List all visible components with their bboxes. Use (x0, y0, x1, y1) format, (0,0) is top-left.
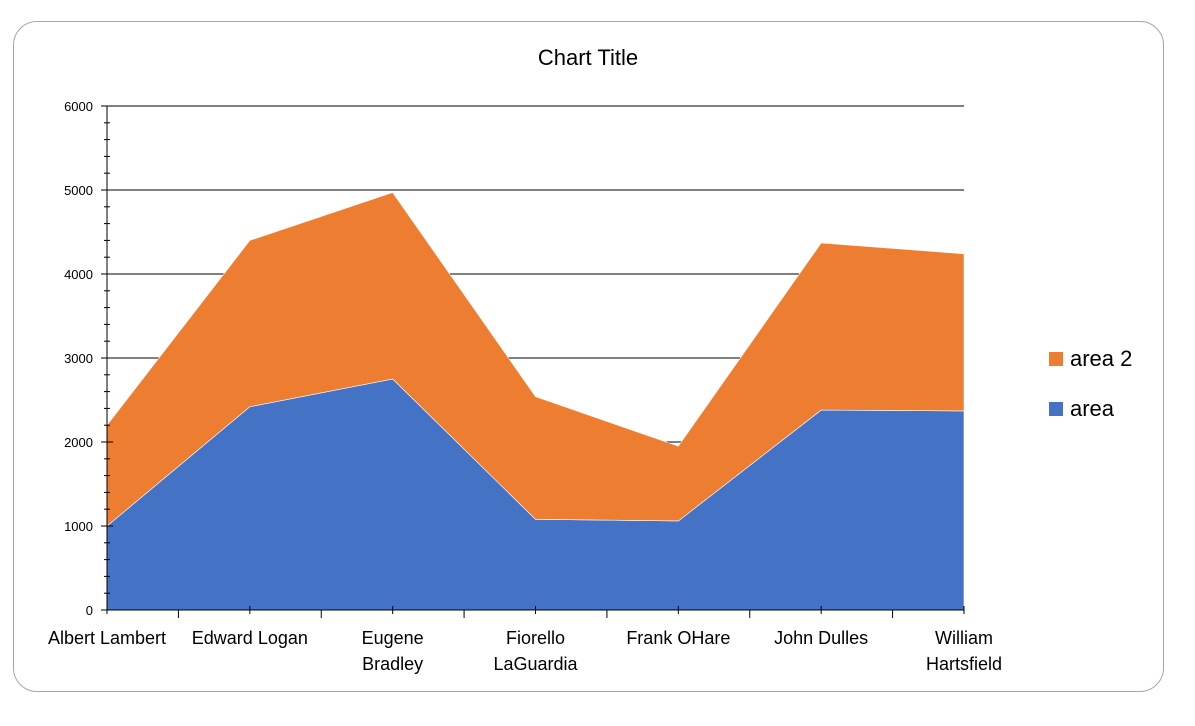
y-tick-label: 2000 (64, 435, 93, 450)
x-tick-label: Edward Logan (192, 628, 308, 648)
legend-label: area (1070, 396, 1115, 421)
axes: 0 1000 2000 3000 4000 5000 6000 Albert Lambert E… (48, 99, 1002, 674)
x-tick-label: John Dulles (774, 628, 868, 648)
y-tick-label: 6000 (64, 99, 93, 114)
area-series-area-2 (106, 192, 965, 527)
chart-title: Chart Title (538, 45, 638, 70)
x-tick-label: William Hartsfield (926, 628, 1002, 674)
y-tick-label: 3000 (64, 351, 93, 366)
legend-swatch (1049, 402, 1063, 416)
legend: area 2 area (1049, 346, 1132, 421)
y-tick-label: 4000 (64, 267, 93, 282)
y-tick-label: 5000 (64, 183, 93, 198)
x-tick-label: Fiorello LaGuardia (493, 628, 578, 674)
x-tick-label: Albert Lambert (48, 628, 166, 648)
legend-swatch (1049, 352, 1063, 366)
x-tick-label: Eugene Bradley (362, 628, 424, 674)
legend-label: area 2 (1070, 346, 1132, 371)
y-tick-label: 0 (86, 603, 93, 618)
y-tick-label: 1000 (64, 519, 93, 534)
x-tick-label: Frank OHare (626, 628, 730, 648)
plot-areas (106, 192, 965, 611)
